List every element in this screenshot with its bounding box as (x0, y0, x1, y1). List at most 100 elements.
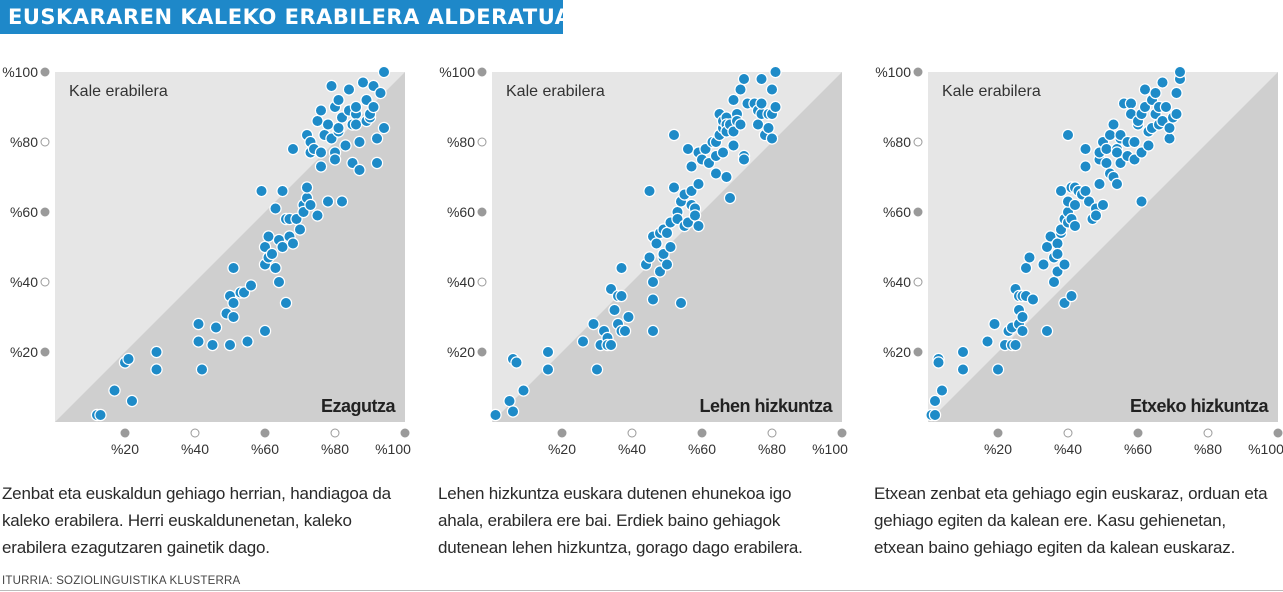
data-point (1142, 139, 1155, 152)
source-note: ITURRIA: SOZIOLINGUISTIKA KLUSTERRA (2, 575, 241, 587)
x-tick-label: %40 (618, 441, 646, 457)
x-tick-label: %80 (321, 441, 349, 457)
data-point (335, 195, 349, 208)
data-point (349, 100, 363, 114)
bottom-divider (0, 590, 1283, 591)
data-point (321, 118, 335, 131)
y-tick-label: %60 (883, 204, 911, 220)
data-point (1128, 135, 1141, 149)
data-point (269, 261, 282, 275)
data-point (206, 338, 219, 352)
data-point (510, 356, 523, 369)
data-point (293, 223, 307, 236)
data-point (737, 72, 751, 86)
data-point (1170, 86, 1183, 100)
y-tick-marker (913, 207, 923, 217)
x-tick-label: %20 (111, 441, 139, 457)
data-point (356, 76, 370, 89)
data-point (304, 198, 317, 212)
data-point (269, 202, 282, 215)
y-tick-marker (477, 277, 487, 287)
data-point (367, 100, 380, 114)
data-point (541, 345, 555, 359)
data-point (1103, 128, 1117, 142)
data-point (737, 153, 751, 166)
data-point (370, 132, 384, 145)
data-point (342, 83, 356, 96)
data-point (353, 163, 366, 177)
data-point (489, 408, 502, 422)
data-point (1068, 198, 1082, 212)
data-point (755, 72, 768, 86)
x-tick-label: %100 (375, 441, 411, 457)
data-point (618, 324, 632, 338)
data-point (1124, 97, 1138, 110)
data-point (223, 338, 237, 352)
data-point (988, 317, 1001, 331)
data-point (506, 405, 520, 418)
data-point (332, 121, 345, 135)
x-tick-marker (1133, 428, 1143, 438)
data-point (1089, 209, 1103, 222)
data-point (664, 240, 677, 254)
data-point (150, 345, 163, 359)
data-point (227, 296, 240, 310)
data-point (503, 394, 516, 408)
data-point (688, 209, 702, 222)
data-point (643, 251, 656, 264)
x-tick-marker (1273, 428, 1283, 438)
x-tick-marker (557, 428, 567, 438)
data-point (276, 184, 289, 198)
data-point (314, 104, 328, 117)
y-tick-marker (913, 67, 923, 77)
data-point (1159, 100, 1173, 114)
data-point (332, 93, 345, 107)
x-tick-marker (767, 428, 777, 438)
x-tick-marker (400, 428, 410, 438)
y-tick-label: %20 (447, 344, 475, 360)
y-tick-marker (40, 347, 50, 357)
y-tick-label: %60 (447, 204, 475, 220)
y-tick-label: %100 (439, 64, 475, 80)
x-tick-marker (120, 428, 130, 438)
panel-label: Kale erabilera (942, 83, 1041, 100)
data-point (255, 184, 268, 198)
data-point (1026, 293, 1040, 306)
y-tick-marker (477, 207, 487, 217)
data-point (1051, 237, 1064, 250)
y-tick-marker (913, 277, 923, 287)
data-point (1065, 289, 1078, 303)
x-tick-marker (190, 428, 200, 438)
data-point (650, 237, 663, 250)
x-tick-label: %20 (984, 441, 1012, 457)
y-tick-label: %20 (10, 344, 38, 360)
x-tick-label: %100 (812, 441, 848, 457)
data-point (751, 118, 765, 131)
x-tick-label: %80 (1194, 441, 1222, 457)
data-point (928, 408, 942, 422)
data-point (1068, 219, 1082, 233)
data-point (1163, 121, 1176, 135)
x-tick-label: %40 (1054, 441, 1082, 457)
x-tick-label: %60 (251, 441, 279, 457)
data-point (615, 261, 628, 275)
data-point (723, 191, 737, 205)
data-point (590, 363, 604, 376)
y-tick-marker (477, 67, 487, 77)
data-point (956, 345, 970, 359)
data-point (956, 363, 970, 376)
data-point (1163, 132, 1176, 145)
x-tick-marker (993, 428, 1003, 438)
data-point (311, 114, 324, 128)
x-tick-label: %60 (688, 441, 716, 457)
data-point (1016, 310, 1029, 324)
data-point (1054, 184, 1068, 198)
data-point (1040, 324, 1054, 338)
data-point (734, 118, 747, 131)
data-point (755, 97, 768, 110)
data-point (328, 153, 342, 166)
data-point (1156, 76, 1169, 89)
plot-area-lower (928, 72, 1278, 422)
x-tick-label: %20 (548, 441, 576, 457)
data-point (734, 83, 747, 96)
